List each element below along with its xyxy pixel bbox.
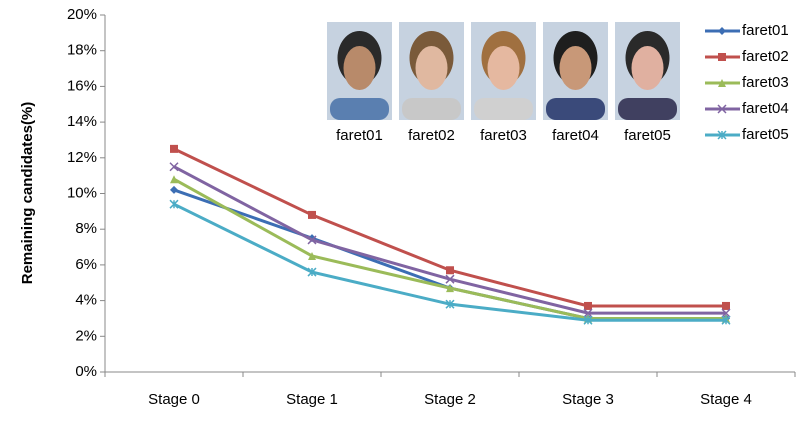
y-tick-label: 12% [67,149,97,166]
marker [718,27,726,35]
shoulders [618,98,677,120]
marker [722,302,730,310]
legend-label: faret02 [742,48,789,65]
marker [446,266,454,274]
chart: Remaining candidates(%) 0% 2% 4% 6% 8% 10% 12%… [0,0,800,419]
face-photo [327,22,392,120]
face [560,46,592,90]
y-tick-label: 2% [75,327,97,344]
series-line [174,179,726,318]
y-tick-label: 18% [67,42,97,59]
x-tick-label: Stage 4 [700,391,752,408]
y-tick-label: 6% [75,256,97,273]
photo-caption: faret04 [552,127,599,144]
face [344,46,376,90]
face-photo [543,22,608,120]
y-tick-label: 10% [67,184,97,201]
marker [308,211,316,219]
shoulders [402,98,461,120]
y-tick-label: 20% [67,6,97,23]
shoulders [330,98,389,120]
face-photo [399,22,464,120]
x-tick-label: Stage 1 [286,391,338,408]
y-axis-label: Remaining candidates(%) [19,102,36,285]
x-tick-label: Stage 2 [424,391,476,408]
legend-label: faret04 [742,100,789,117]
page: {"chart_data": {"type": "line", "y_label… [0,0,800,419]
shoulders [474,98,533,120]
photo-caption: faret03 [480,127,527,144]
marker [584,302,592,310]
y-tick-label: 14% [67,113,97,130]
face [416,46,448,90]
legend-label: faret03 [742,74,789,91]
legend-label: faret05 [742,126,789,143]
shoulders [546,98,605,120]
series-line [174,149,726,306]
photo-caption: faret02 [408,127,455,144]
x-tick-label: Stage 0 [148,391,200,408]
photo-caption: faret05 [624,127,671,144]
y-tick-label: 16% [67,77,97,94]
y-tick-label: 0% [75,363,97,380]
marker [718,53,726,61]
face-photo [615,22,680,120]
y-tick-label: 8% [75,220,97,237]
photo-caption: faret01 [336,127,383,144]
x-tick-label: Stage 3 [562,391,614,408]
marker [170,145,178,153]
face [488,46,520,90]
face-photo [471,22,536,120]
y-tick-label: 4% [75,292,97,309]
legend-label: faret01 [742,22,789,39]
face [632,46,664,90]
marker [170,186,178,194]
